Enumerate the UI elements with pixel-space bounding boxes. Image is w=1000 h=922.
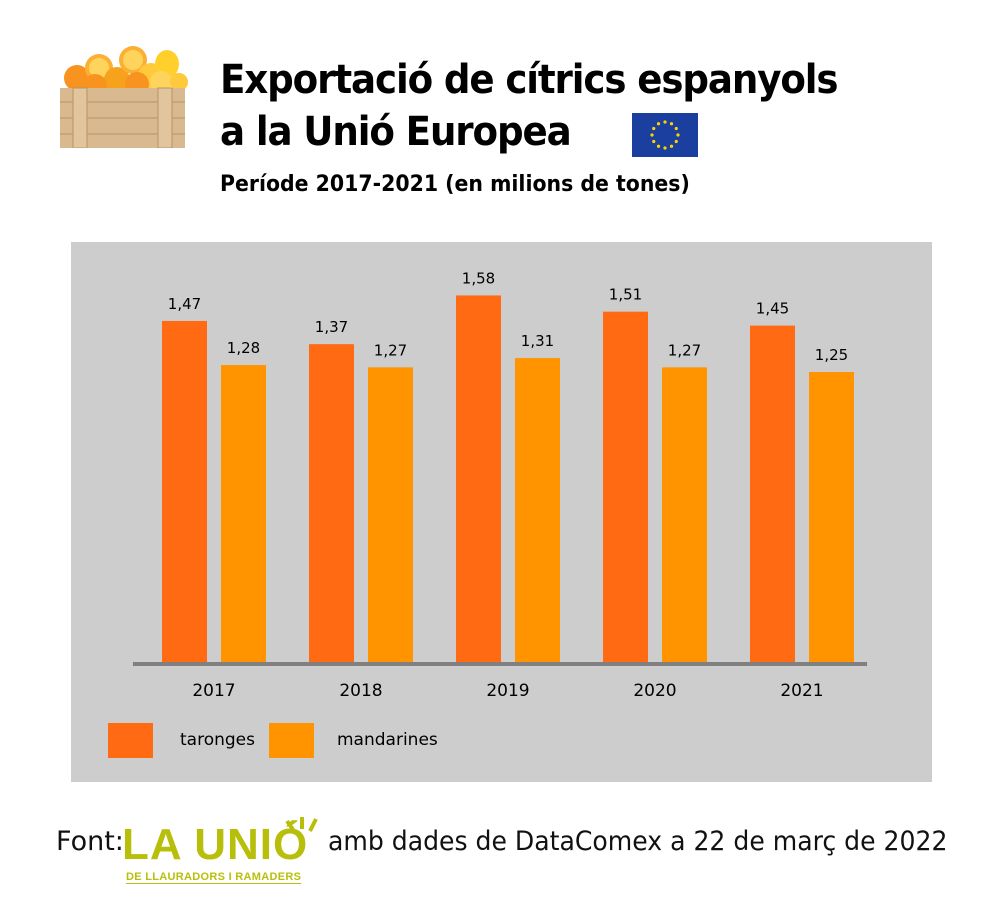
bar-taronges-2021: [750, 325, 795, 662]
data-label-mandarines-2019: 1,31: [521, 332, 554, 350]
logo-subtext: DE LLAURADORS I RAMADERS: [126, 871, 302, 884]
bar-taronges-2018: [309, 344, 354, 662]
title-line-2: a la Unió Europea: [220, 109, 572, 155]
legend-label-taronges: taronges: [180, 730, 255, 750]
eu-stars: [650, 120, 680, 150]
oranges: [64, 46, 188, 98]
eu-star: [674, 126, 678, 131]
eu-star: [663, 146, 667, 150]
data-label-taronges-2020: 1,51: [609, 286, 642, 304]
x-tick-label: 2018: [339, 681, 382, 701]
legend-swatch-taronges: [108, 723, 153, 758]
bars-group: 1,47 1,28 1,37 1,27 1,58 1,31 1,51 1,27 1,45 1,25: [162, 269, 854, 662]
eu-star: [669, 122, 674, 126]
data-label-taronges-2017: 1,47: [168, 295, 201, 313]
x-tick-labels: 2017 2018 2019 2020 2021: [192, 681, 823, 701]
data-label-taronges-2019: 1,58: [462, 269, 495, 287]
eu-star: [669, 144, 674, 148]
data-label-mandarines-2020: 1,27: [668, 341, 701, 359]
chart-subtitle: Període 2017-2021 (en milions de tones): [220, 172, 690, 197]
eu-star: [674, 139, 678, 144]
x-tick-label: 2021: [780, 681, 823, 701]
eu-star: [652, 126, 656, 131]
chart-title: Exportació de cítrics espanyols a la Uni…: [220, 54, 839, 158]
data-label-taronges-2018: 1,37: [315, 318, 348, 336]
data-label-taronges-2021: 1,45: [756, 300, 789, 318]
title-line-1: Exportació de cítrics espanyols: [220, 57, 839, 103]
bar-mandarines-2019: [515, 358, 560, 662]
bar-mandarines-2018: [368, 367, 413, 662]
legend-label-mandarines: mandarines: [337, 730, 438, 750]
data-label-mandarines-2018: 1,27: [374, 341, 407, 359]
bar-taronges-2019: [456, 295, 501, 662]
footer-source-text: amb dades de DataComex a 22 de març de 2…: [328, 826, 948, 857]
bar-taronges-2020: [603, 311, 648, 662]
x-tick-label: 2019: [486, 681, 529, 701]
logo-text: LA UNIÓ: [122, 820, 309, 869]
data-label-mandarines-2017: 1,28: [227, 339, 260, 357]
eu-star: [656, 122, 661, 126]
la-unio-logo: LA UNIÓ DE LLAURADORS I RAMADERS: [122, 815, 327, 890]
eu-star: [663, 120, 667, 124]
data-label-mandarines-2021: 1,25: [815, 346, 848, 364]
bar-mandarines-2021: [809, 372, 854, 662]
x-tick-label: 2017: [192, 681, 235, 701]
eu-star: [650, 133, 654, 137]
legend-swatch-mandarines: [269, 723, 314, 758]
orange-crate-illustration: [60, 46, 188, 148]
eu-flag-icon: [632, 113, 698, 157]
footer-source-prefix: Font:: [56, 826, 124, 857]
eu-star: [676, 133, 680, 137]
bar-mandarines-2020: [662, 367, 707, 662]
bar-taronges-2017: [162, 320, 207, 662]
eu-flag-background: [632, 113, 698, 157]
wooden-crate: [60, 87, 185, 148]
x-tick-label: 2020: [633, 681, 676, 701]
bar-mandarines-2017: [221, 365, 266, 662]
eu-star: [656, 144, 661, 148]
eu-star: [652, 139, 656, 144]
logo-rays-icon: [285, 817, 318, 833]
